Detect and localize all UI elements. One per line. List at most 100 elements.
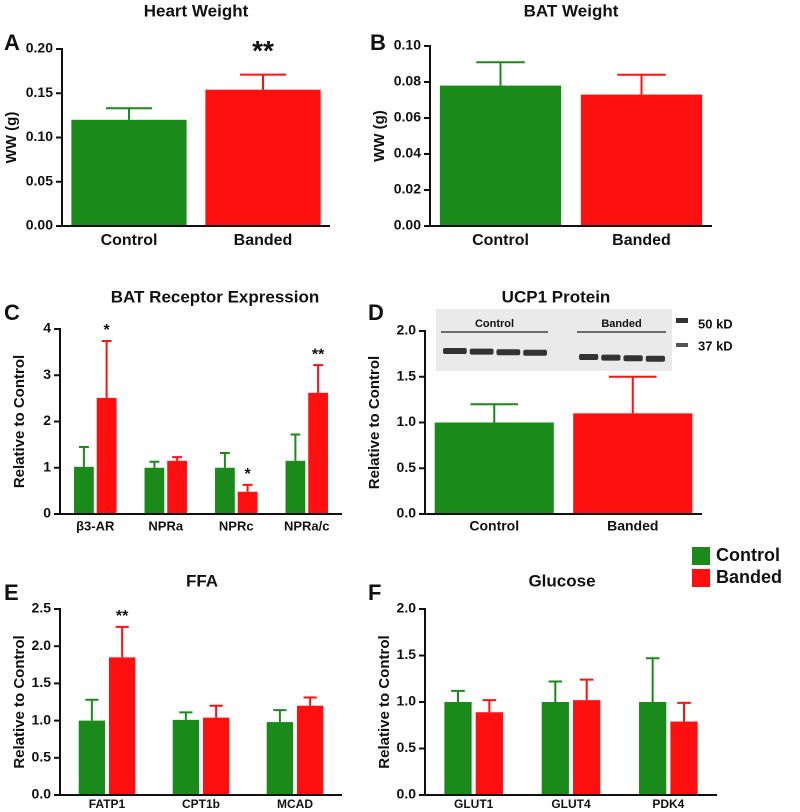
y-tick-label: 1.5 (32, 674, 52, 690)
y-tick-label: 0.15 (26, 84, 53, 100)
bar (444, 702, 472, 795)
error-bar (242, 483, 253, 492)
x-tick-label: Control (469, 518, 519, 534)
bar (541, 702, 569, 795)
y-tick-label: 1.5 (397, 646, 417, 662)
x-tick-label: NPRc (219, 518, 254, 533)
y-tick-label: 1.0 (32, 711, 52, 727)
y-tick-label: 1.0 (397, 693, 417, 709)
bar (580, 94, 703, 226)
chart-title: Glucose (528, 571, 595, 590)
error-bar (105, 107, 153, 120)
panel-label: E (4, 580, 19, 605)
y-tick-label: 0.0 (397, 505, 417, 521)
error-bar (303, 696, 317, 706)
y-tick-label: 1.0 (397, 413, 417, 429)
annotation: ** (252, 35, 274, 66)
blot-band (623, 355, 643, 362)
x-tick-label: Banded (234, 232, 293, 249)
y-tick-label: 2.0 (397, 600, 417, 616)
x-tick-label: GLUT1 (454, 797, 494, 811)
bar (108, 657, 136, 795)
error-bar (179, 711, 193, 720)
x-tick-label: GLUT4 (551, 797, 591, 811)
y-tick-label: 0.05 (26, 172, 53, 188)
y-tick-label: 0.5 (32, 749, 52, 765)
bar (202, 717, 230, 795)
bar (308, 392, 328, 514)
y-tick-label: 0.06 (394, 109, 421, 125)
y-axis-label: WW (g) (3, 112, 20, 164)
x-tick-label: MCAD (277, 797, 313, 811)
error-bar (101, 340, 112, 398)
error-bar (476, 61, 525, 86)
x-tick-label: NPRa (148, 518, 183, 533)
y-tick-label: 0.10 (394, 37, 421, 53)
error-bar (579, 678, 594, 701)
bar (573, 413, 693, 514)
y-axis-label: Relative to Control (11, 355, 28, 488)
y-tick-label: 1 (43, 458, 51, 474)
x-tick-label: NPRa/c (284, 518, 330, 533)
y-tick-label: 0.00 (26, 217, 53, 233)
blot-band (443, 348, 467, 354)
bar (475, 712, 503, 795)
error-bar (548, 680, 563, 702)
legend-label: Control (716, 545, 780, 565)
panel-label: B (370, 30, 386, 55)
blot-band (496, 349, 521, 356)
blot-band (601, 354, 621, 361)
blot-band (579, 354, 599, 360)
marker-label: 37 kD (698, 338, 733, 353)
x-tick-label: Banded (612, 232, 671, 249)
bar (639, 702, 667, 795)
x-tick-label: PDK4 (652, 797, 684, 811)
y-tick-label: 0.10 (26, 128, 53, 144)
error-bar (209, 704, 223, 718)
y-tick-label: 0.02 (394, 181, 421, 197)
panel-label: F (368, 580, 381, 605)
error-bar (273, 709, 287, 723)
error-bar (608, 375, 657, 414)
bar (434, 422, 554, 514)
bar (167, 460, 187, 514)
bar (285, 460, 306, 514)
bar (78, 720, 106, 795)
bar (205, 89, 321, 227)
x-tick-label: CPT1b (182, 797, 220, 811)
bar (237, 491, 258, 514)
annotation: ** (312, 346, 325, 363)
blot-band (469, 348, 494, 355)
y-tick-label: 0.20 (26, 40, 53, 56)
error-bar (219, 451, 230, 468)
panel: C BAT Receptor Expression Relative to Cont… (4, 287, 342, 533)
legend-swatch (692, 547, 710, 565)
y-axis-label: Relative to Control (11, 635, 28, 768)
bar (74, 466, 94, 514)
bar (439, 85, 562, 226)
error-bar (645, 657, 660, 702)
ladder (676, 343, 688, 347)
bar (215, 467, 235, 514)
error-bar (149, 460, 160, 468)
x-tick-label: β3-AR (76, 518, 115, 533)
y-tick-label: 1.5 (397, 367, 417, 383)
y-tick-label: 0 (43, 505, 51, 521)
annotation: * (244, 466, 251, 483)
legend-swatch (692, 569, 710, 587)
bar (96, 397, 117, 514)
blot-group-label: Control (475, 318, 514, 330)
bar (71, 119, 187, 226)
panel-label: C (4, 300, 20, 325)
blot-inset: Control Banded 50 kD 37 kD (436, 309, 733, 371)
error-bar (470, 403, 519, 423)
panel-label: D (368, 300, 384, 325)
y-axis-label: Relative to Control (366, 356, 383, 489)
y-axis-label: Relative to Control (376, 635, 393, 768)
y-axis-label: WW (g) (371, 110, 388, 162)
bar (296, 705, 324, 795)
error-bar (78, 445, 89, 467)
panel-label: A (4, 30, 20, 55)
bar (573, 700, 601, 795)
y-tick-label: 2 (43, 412, 51, 428)
